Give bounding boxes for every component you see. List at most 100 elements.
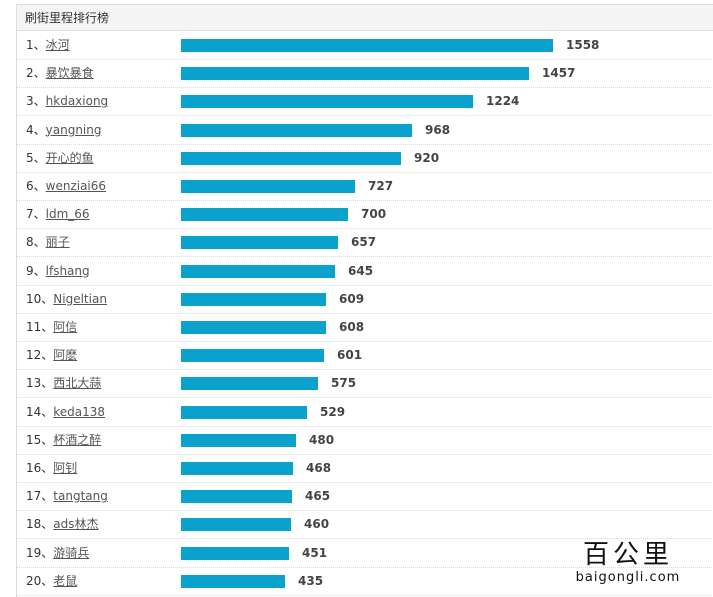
rank-cell: 4、yangning	[26, 123, 101, 137]
rank-number: 18、	[26, 517, 54, 532]
mileage-bar	[181, 264, 335, 278]
rank-number: 1、	[26, 38, 46, 52]
user-name-link[interactable]: keda138	[53, 404, 106, 419]
rank-cell: 19、游骑兵	[26, 546, 89, 560]
user-name-link[interactable]: ads林杰	[53, 517, 99, 532]
table-row: 5、开心的鱼 920	[17, 145, 713, 173]
table-row: 15、杯酒之醉 480	[17, 427, 713, 455]
table-row: 9、lfshang 645	[17, 258, 713, 286]
mileage-bar	[181, 321, 326, 334]
user-name-link[interactable]: Nigeltian	[53, 291, 107, 306]
rank-cell: 17、tangtang	[26, 489, 108, 503]
rank-number: 6、	[26, 179, 46, 193]
user-name-link[interactable]: 阿钊	[53, 461, 78, 475]
table-row: 7、ldm_66 700	[17, 201, 713, 230]
user-name-link[interactable]: 开心的鱼	[45, 150, 94, 165]
table-row: 14、keda138 529	[17, 399, 713, 427]
ranking-panel: 刷街里程排行榜 1、冰河 1558 2、暴饮暴食 1457 3、hkdaxiong 122…	[16, 4, 713, 597]
user-name-link[interactable]: 丽子	[45, 235, 70, 250]
table-row: 16、阿钊 468	[17, 455, 713, 483]
user-name-link[interactable]: 暴饮暴食	[45, 66, 94, 81]
user-name-link[interactable]: yangning	[45, 122, 102, 137]
user-name-link[interactable]: 西北大蒜	[53, 376, 102, 391]
rank-cell: 3、hkdaxiong	[26, 94, 108, 108]
table-row: 19、游骑兵 451	[17, 540, 713, 568]
site-watermark: 百公里 baigongli.com	[568, 540, 688, 586]
mileage-bar	[181, 236, 338, 250]
rank-number: 5、	[26, 150, 46, 165]
rank-cell: 5、开心的鱼	[26, 151, 94, 165]
mileage-bar	[181, 405, 307, 419]
table-row: 1、冰河 1558	[17, 32, 713, 60]
rank-cell: 13、西北大蒜	[26, 376, 101, 390]
mileage-value: 608	[339, 320, 365, 334]
rank-cell: 15、杯酒之醉	[26, 433, 101, 447]
rank-cell: 9、lfshang	[26, 264, 90, 278]
table-row: 4、yangning 968	[17, 117, 713, 145]
rank-cell: 16、阿钊	[26, 461, 77, 475]
rank-cell: 20、老鼠	[26, 574, 77, 588]
mileage-value: 468	[306, 461, 332, 475]
mileage-value: 480	[309, 432, 335, 447]
rank-number: 15、	[26, 432, 54, 447]
mileage-value: 657	[351, 235, 377, 250]
rank-cell: 1、冰河	[26, 38, 70, 52]
rank-number: 8、	[26, 235, 46, 250]
mileage-bar	[181, 490, 292, 504]
mileage-bar	[181, 123, 412, 137]
user-name-link[interactable]: 游骑兵	[53, 545, 90, 560]
table-row: 18、ads林杰 460	[17, 511, 713, 540]
rank-number: 16、	[26, 461, 54, 475]
user-name-link[interactable]: tangtang	[53, 489, 108, 504]
table-row: 11、阿信 608	[17, 314, 713, 342]
table-row: 12、阿麽 601	[17, 342, 713, 371]
table-row: 10、Nigeltian 609	[17, 286, 713, 314]
table-row: 17、tangtang 465	[17, 483, 713, 512]
user-name-link[interactable]: 老鼠	[53, 573, 78, 588]
user-name-link[interactable]: ldm_66	[45, 207, 90, 222]
mileage-value: 460	[304, 517, 330, 532]
rank-cell: 6、wenziai66	[26, 179, 106, 193]
user-name-link[interactable]: 冰河	[45, 38, 70, 52]
mileage-value: 1558	[566, 38, 600, 52]
user-name-link[interactable]: hkdaxiong	[45, 94, 109, 109]
rank-number: 4、	[26, 122, 46, 137]
rank-cell: 14、keda138	[26, 405, 105, 419]
rank-number: 12、	[26, 348, 54, 363]
rank-number: 20、	[26, 573, 54, 588]
rank-number: 7、	[26, 207, 46, 222]
mileage-value: 700	[361, 207, 387, 222]
mileage-value: 465	[305, 489, 331, 504]
mileage-value: 645	[348, 263, 374, 278]
mileage-value: 1224	[486, 94, 520, 109]
table-row: 13、西北大蒜 575	[17, 370, 713, 399]
mileage-value: 529	[320, 404, 346, 419]
rank-number: 10、	[26, 291, 54, 306]
mileage-bar	[181, 433, 296, 447]
mileage-value: 601	[337, 348, 363, 363]
rank-cell: 10、Nigeltian	[26, 292, 107, 306]
rank-number: 11、	[26, 320, 54, 334]
mileage-bar	[181, 39, 553, 52]
user-name-link[interactable]: 阿信	[53, 320, 78, 334]
watermark-domain: baigongli.com	[575, 570, 681, 585]
mileage-bar	[181, 574, 285, 588]
panel-title: 刷街里程排行榜	[17, 5, 713, 31]
mileage-bar	[181, 377, 318, 391]
mileage-bar	[181, 67, 529, 81]
user-name-link[interactable]: wenziai66	[45, 179, 107, 193]
rank-number: 19、	[26, 545, 54, 560]
mileage-bar	[181, 151, 401, 165]
mileage-bar	[181, 95, 473, 109]
rank-number: 3、	[26, 94, 46, 109]
user-name-link[interactable]: lfshang	[45, 263, 90, 278]
mileage-value: 435	[298, 573, 324, 588]
user-name-link[interactable]: 阿麽	[53, 348, 78, 363]
rank-number: 2、	[26, 66, 46, 81]
mileage-value: 920	[414, 150, 440, 165]
rank-cell: 18、ads林杰	[26, 517, 99, 531]
mileage-bar	[181, 180, 355, 193]
user-name-link[interactable]: 杯酒之醉	[53, 432, 102, 447]
mileage-value: 968	[425, 122, 451, 137]
rank-cell: 12、阿麽	[26, 348, 77, 362]
